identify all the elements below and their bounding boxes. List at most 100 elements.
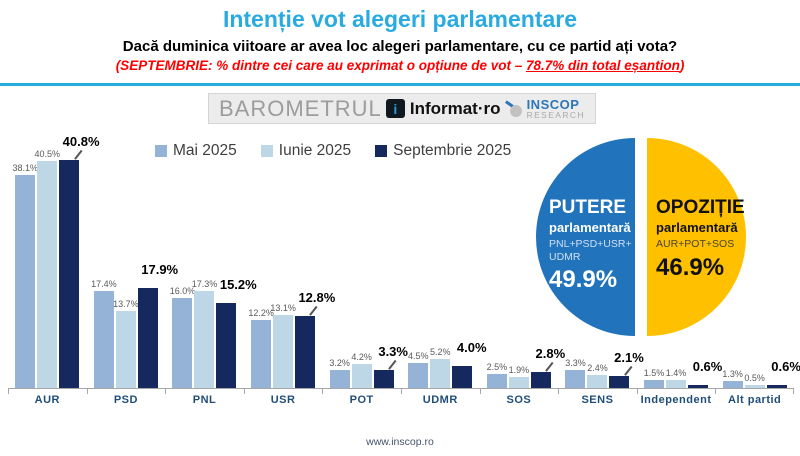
value-label: 17.4%	[91, 278, 117, 289]
value-label: 40.8%	[62, 133, 100, 149]
bar: 4.0%	[452, 340, 487, 388]
bar: 40.5%	[35, 149, 60, 388]
opposition-label-block: OPOZIȚIE parlamentară AUR+POT+SOS 46.9%	[656, 198, 746, 282]
bar-cluster: 16.0% 17.3% 15.2%	[170, 277, 257, 388]
value-label: 2.1%	[614, 350, 644, 366]
value-label: 4.2%	[351, 352, 372, 363]
bar: 2.5%	[487, 362, 507, 388]
bar: 0.6%	[688, 359, 722, 388]
bar-group: 4.5% 5.2% 4.0%	[400, 148, 487, 394]
power-title: PUTERE	[549, 197, 627, 218]
leader-line	[388, 359, 397, 369]
footer: www.inscop.ro	[0, 436, 800, 448]
inscop-research-label: RESEARCH	[526, 109, 585, 120]
methodology-note: (SEPTEMBRIE: % dintre cei care au exprim…	[0, 58, 800, 73]
leader-line	[73, 149, 82, 159]
value-label: 17.9%	[141, 261, 179, 277]
bar-group: 2.5% 1.9% 2.8%	[479, 148, 565, 394]
category-labels: AUR PSD PNL USR POT UDMR SOS SENS Independent Alt…	[8, 394, 794, 406]
value-label: 2.4%	[587, 362, 608, 373]
power-parties: PNL+PSD+USR+ UDMR	[549, 237, 632, 263]
footer-url[interactable]: www.inscop.ro	[366, 436, 434, 448]
value-label: 1.3%	[722, 368, 743, 379]
opposition-subtitle: parlamentară	[656, 219, 738, 235]
note-prefix: (SEPTEMBRIE: % dintre cei care au exprim…	[115, 58, 527, 73]
category-label: PNL	[192, 394, 217, 406]
axis-tick	[636, 388, 638, 394]
power-subtitle: parlamentară	[549, 219, 631, 235]
value-label: 3.3%	[378, 343, 408, 359]
bar-group: 1.5% 1.4% 0.6%	[636, 148, 722, 394]
bar: 0.6%	[766, 359, 800, 388]
opposition-value: 46.9%	[656, 253, 725, 281]
barometrul-logo: BAROMETRUL	[219, 95, 382, 121]
inscop-logo: INSCOP RESEARCH	[504, 98, 585, 120]
bar: 3.2%	[329, 358, 350, 388]
bar-cluster: 3.3% 2.4% 2.1%	[565, 350, 644, 388]
value-label: 1.9%	[508, 365, 530, 376]
bar: 12.8%	[295, 290, 335, 388]
opposition-title: OPOZIȚIE	[656, 197, 745, 218]
value-label: 3.3%	[565, 357, 586, 368]
bar-group: 3.2% 4.2% 3.3%	[322, 148, 408, 394]
bar: 2.4%	[587, 363, 608, 388]
bar: 1.3%	[722, 369, 743, 388]
value-label: 17.3%	[191, 279, 218, 290]
bar-group: 1.3% 0.5% 0.6%	[715, 148, 800, 394]
coalition-pie: PUTERE parlamentară PNL+PSD+USR+ UDMR 49…	[536, 138, 746, 336]
bar: 12.2%	[248, 308, 274, 388]
value-label: 12.2%	[248, 307, 274, 318]
bar-cluster: 1.3% 0.5% 0.6%	[722, 359, 800, 388]
bar: 17.9%	[137, 262, 178, 388]
legend-label: Mai 2025	[173, 142, 237, 159]
informat-logo: i Informat·ro	[385, 99, 501, 119]
legend-item: Septembrie 2025	[375, 142, 511, 160]
axis-tick	[86, 388, 88, 394]
value-label: 13.1%	[270, 302, 296, 313]
bar: 1.4%	[666, 368, 686, 388]
value-label: 1.4%	[665, 368, 687, 379]
value-label: 2.5%	[486, 362, 508, 372]
magnifier-icon	[504, 99, 523, 118]
axis-tick	[8, 388, 9, 394]
power-value: 49.9%	[549, 266, 618, 294]
axis-tick	[715, 388, 717, 394]
bar: 2.1%	[609, 350, 644, 388]
legend-swatch	[260, 145, 273, 157]
page-title: Intenție vot alegeri parlamentare	[222, 6, 578, 32]
bar-group: 38.1% 40.5% 40.8%	[8, 134, 100, 394]
bar-chart: 38.1% 40.5% 40.8% 17.4% 13.7% 17.9% 16.0% 17.3%…	[8, 134, 800, 406]
axis-tick	[165, 388, 167, 394]
bar-group: 16.0% 17.3% 15.2%	[165, 148, 257, 394]
bar-cluster: 2.5% 1.9% 2.8%	[487, 346, 565, 388]
survey-question: Dacă duminica viitoare ar avea loc alege…	[122, 38, 678, 55]
legend-label: Iunie 2025	[278, 142, 352, 159]
leader-line	[624, 366, 632, 376]
bar: 4.2%	[351, 352, 372, 388]
value-label: 0.6%	[771, 358, 800, 374]
bar: 38.1%	[13, 163, 38, 388]
bar: 16.0%	[170, 286, 195, 388]
bar: 13.7%	[113, 299, 139, 388]
bar-cluster: 38.1% 40.5% 40.8%	[13, 134, 100, 388]
note-suffix: )	[679, 58, 685, 73]
power-label-block: PUTERE parlamentară PNL+PSD+USR+ UDMR 49…	[549, 198, 641, 294]
legend-item: Iunie 2025	[260, 142, 352, 160]
bar: 15.2%	[216, 277, 257, 388]
leader-line	[545, 362, 554, 372]
value-label: 5.2%	[430, 346, 451, 357]
bar-plot: 38.1% 40.5% 40.8% 17.4% 13.7% 17.9% 16.0% 17.3%…	[8, 134, 800, 394]
value-label: 1.5%	[643, 367, 665, 378]
category-label: Alt partid	[728, 394, 782, 406]
logo-strip: BAROMETRUL i Informat·ro INSCOP RESEARCH	[208, 93, 596, 124]
bar-cluster: 3.2% 4.2% 3.3%	[329, 344, 408, 388]
value-label: 40.5%	[34, 149, 61, 160]
opposition-parties: AUR+POT+SOS	[656, 237, 735, 250]
value-label: 16.0%	[169, 286, 196, 297]
value-label: 0.6%	[692, 358, 723, 374]
bar: 1.9%	[509, 365, 529, 388]
bar: 13.1%	[270, 303, 296, 388]
category-label: USR	[270, 394, 296, 406]
bar-cluster: 1.5% 1.4% 0.6%	[644, 359, 722, 388]
legend-swatch	[155, 145, 167, 157]
